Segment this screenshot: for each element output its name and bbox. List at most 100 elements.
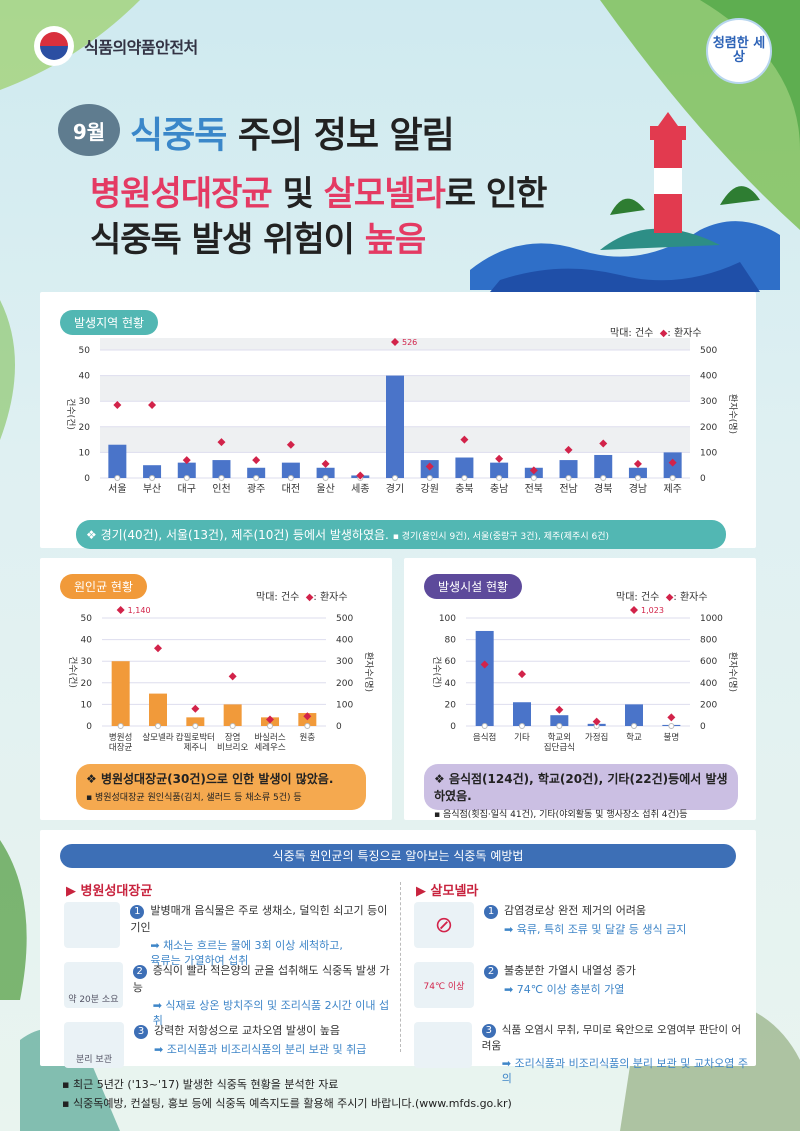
x-tick-label: 충남: [490, 483, 508, 495]
bar-base-dot: [253, 475, 260, 481]
data-label: 1,023: [641, 606, 664, 615]
tip-number: 1: [484, 905, 498, 919]
tip-body: 2 불충분한 가열시 내열성 증가 ➡ 74℃ 이상 충분히 가열: [484, 962, 636, 1016]
tip-body: 2 증식이 빨라 적은양의 균을 섭취해도 식중독 발생 가능 ➡ 식재료 상온 …: [132, 962, 394, 1027]
list-item: 약 20분 소요 2 증식이 빨라 적은양의 균을 섭취해도 식중독 발생 가능 …: [64, 962, 394, 1027]
patient-point: [555, 705, 564, 714]
subtitle-red-3: 높음: [364, 220, 427, 260]
bar-base-dot: [600, 475, 607, 481]
bar-base-dot: [114, 475, 121, 481]
x-tick-label: 병원성: [109, 733, 132, 743]
y-tick-label: 100: [439, 614, 456, 624]
bar-base-dot: [426, 475, 433, 481]
tip-sub: ➡ 조리식품과 비조리식품의 분리 보관 및 교차오염 주의: [501, 1057, 748, 1085]
tip-number: 3: [481, 1024, 496, 1038]
tip-main: 증식이 빨라 적은양의 균을 섭취해도 식중독 발생 가능: [132, 964, 390, 994]
tip-sub-line: 식재료 상온 방치주의 및 조리식품 2시간 이내 섭취: [152, 999, 390, 1027]
x-tick-label: 경기: [386, 482, 404, 495]
tip-icon-label: 분리 보관: [76, 1055, 112, 1065]
y2-tick-label: 500: [700, 346, 717, 356]
integrity-stamp: 청렴한 세상: [706, 18, 772, 84]
x-tick-label: 인천: [212, 483, 230, 495]
subtitle-red-1: 병원성대장균: [90, 174, 273, 214]
x-tick-label: 학교: [626, 732, 642, 743]
y-tick-label: 60: [445, 657, 457, 667]
left-title-text: 병원성대장균: [80, 884, 153, 899]
bar-base-dot: [565, 475, 572, 481]
x-tick-label: 대전: [282, 483, 300, 495]
facility-note-main-wrap: ❖ 음식점(124건), 학교(20건), 기타(22건)등에서 발생하였음.: [434, 772, 728, 803]
facility-panel: 발생시설 현황 막대: 건수 ◆: 환자수 0 20 40 60 80 100 0 200 40…: [404, 558, 756, 820]
patient-point: [356, 471, 365, 480]
x-tick-label: 가정집: [585, 732, 608, 743]
bar: [594, 454, 613, 478]
y2-tick-label: 200: [336, 679, 353, 689]
bar-base-dot: [481, 723, 488, 729]
x-tick-label: 제주니: [184, 742, 207, 753]
bacteria-icon: 약 20분 소요: [64, 962, 123, 1008]
tip-main-wrap: 1 발병매개 음식물은 주로 생채소, 덜익힌 쇠고기 등이 기인: [130, 902, 394, 935]
legend-dot: : 환자수: [667, 328, 702, 339]
region-pill: 발생지역 현황: [60, 310, 159, 335]
patient-point: [592, 717, 601, 726]
x-tick-label: 울산: [316, 483, 334, 495]
legend-diamond-icon: ◆: [305, 592, 314, 603]
list-item: 74℃ 이상 2 불충분한 가열시 내열성 증가 ➡ 74℃ 이상 충분히 가열: [414, 962, 750, 1016]
y-tick-label: 10: [79, 448, 91, 458]
x-tick-label: 집단급식: [544, 742, 575, 753]
bar: [386, 375, 404, 478]
tip-sub: ➡ 채소는 흐르는 물에 3회 이상 세척하고, 육류는 가열하여 섭취: [150, 939, 343, 967]
patient-point: [480, 660, 489, 669]
bar: [177, 462, 196, 478]
bar-base-dot: [496, 475, 503, 481]
x-tick-label: 비브리오: [217, 743, 248, 753]
patient-point: [668, 458, 677, 467]
patient-point: [460, 435, 469, 444]
bar: [186, 717, 205, 726]
tip-number: 2: [484, 965, 498, 979]
subtitle-line-2: 식중독 발생 위험이 높음: [90, 212, 427, 261]
x-tick-label: 장염: [225, 732, 241, 743]
bar: [475, 630, 494, 726]
bar: [559, 460, 578, 478]
prevention-panel: 식중독 원인균의 특징으로 알아보는 식중독 예방법 ▶ 병원성대장균 ▶ 살모…: [40, 830, 756, 1085]
y2-tick-label: 300: [700, 397, 717, 407]
tip-sub-line: 채소는 흐르는 물에 3회 이상 세척하고,: [163, 939, 343, 952]
patient-point: [252, 456, 261, 465]
bar-base-dot: [218, 475, 225, 481]
pathogen-note-main: 병원성대장균(30건)으로 인한 발생이 많았음.: [100, 772, 334, 786]
y-tick-label: 20: [445, 700, 457, 710]
separate-storage-icon: 분리 보관: [64, 1022, 124, 1068]
bar-base-dot: [519, 723, 525, 729]
tip-icon-label: 약 20분 소요: [68, 995, 119, 1005]
subtitle-mid: 및: [282, 174, 314, 214]
patient-point: [667, 713, 676, 722]
patient-point: [182, 456, 191, 465]
region-note: ❖ 경기(40건), 서울(13건), 제주(10건) 등에서 발생하였음. ▪…: [76, 520, 726, 549]
bar-base-dot: [229, 723, 236, 729]
patient-point: [191, 704, 200, 713]
facility-note-sub-wrap: ▪ 음식점(횟집·일식 41건), 기타(야외활동 및 행사장소 섭취 4건)등: [434, 810, 688, 820]
pathogen-panel: 원인균 현황 막대: 건수 ◆: 환자수 0 10 20 30 40 50 0 100 200 3…: [40, 558, 392, 820]
tip-main-wrap: 3 강력한 저항성으로 교차오염 발생이 높음: [134, 1022, 366, 1039]
pathogen-note: ❖ 병원성대장균(30건)으로 인한 발생이 많았음. ▪ 병원성대장균 원인식…: [76, 764, 366, 810]
ministry-logo: 식품의약품안전처: [34, 26, 198, 66]
bar: [247, 467, 266, 478]
x-tick-label: 캄필로박터: [176, 732, 215, 743]
bar: [143, 465, 162, 478]
tip-main: 발병매개 음식물은 주로 생채소, 덜익힌 쇠고기 등이 기인: [130, 904, 388, 934]
legend-bar: 막대: 건수: [616, 592, 660, 603]
bar-base-dot: [530, 475, 537, 481]
ministry-name: 식품의약품안전처: [84, 38, 198, 57]
x-tick-label: 경남: [629, 482, 647, 495]
y-tick-label: 30: [81, 657, 93, 667]
patient-point: [148, 401, 157, 410]
ministry-emblem-icon: [34, 26, 74, 66]
patient-point: [113, 401, 122, 410]
footer-line-2-wrap: ▪ 식중독예방, 컨설팅, 홍보 등에 식중독 예측지도를 활용해 주시기 바랍…: [62, 1096, 512, 1110]
y-tick-label: 0: [86, 722, 92, 732]
x-tick-label: 서울: [108, 483, 126, 495]
x-tick-label: 부산: [143, 483, 161, 495]
